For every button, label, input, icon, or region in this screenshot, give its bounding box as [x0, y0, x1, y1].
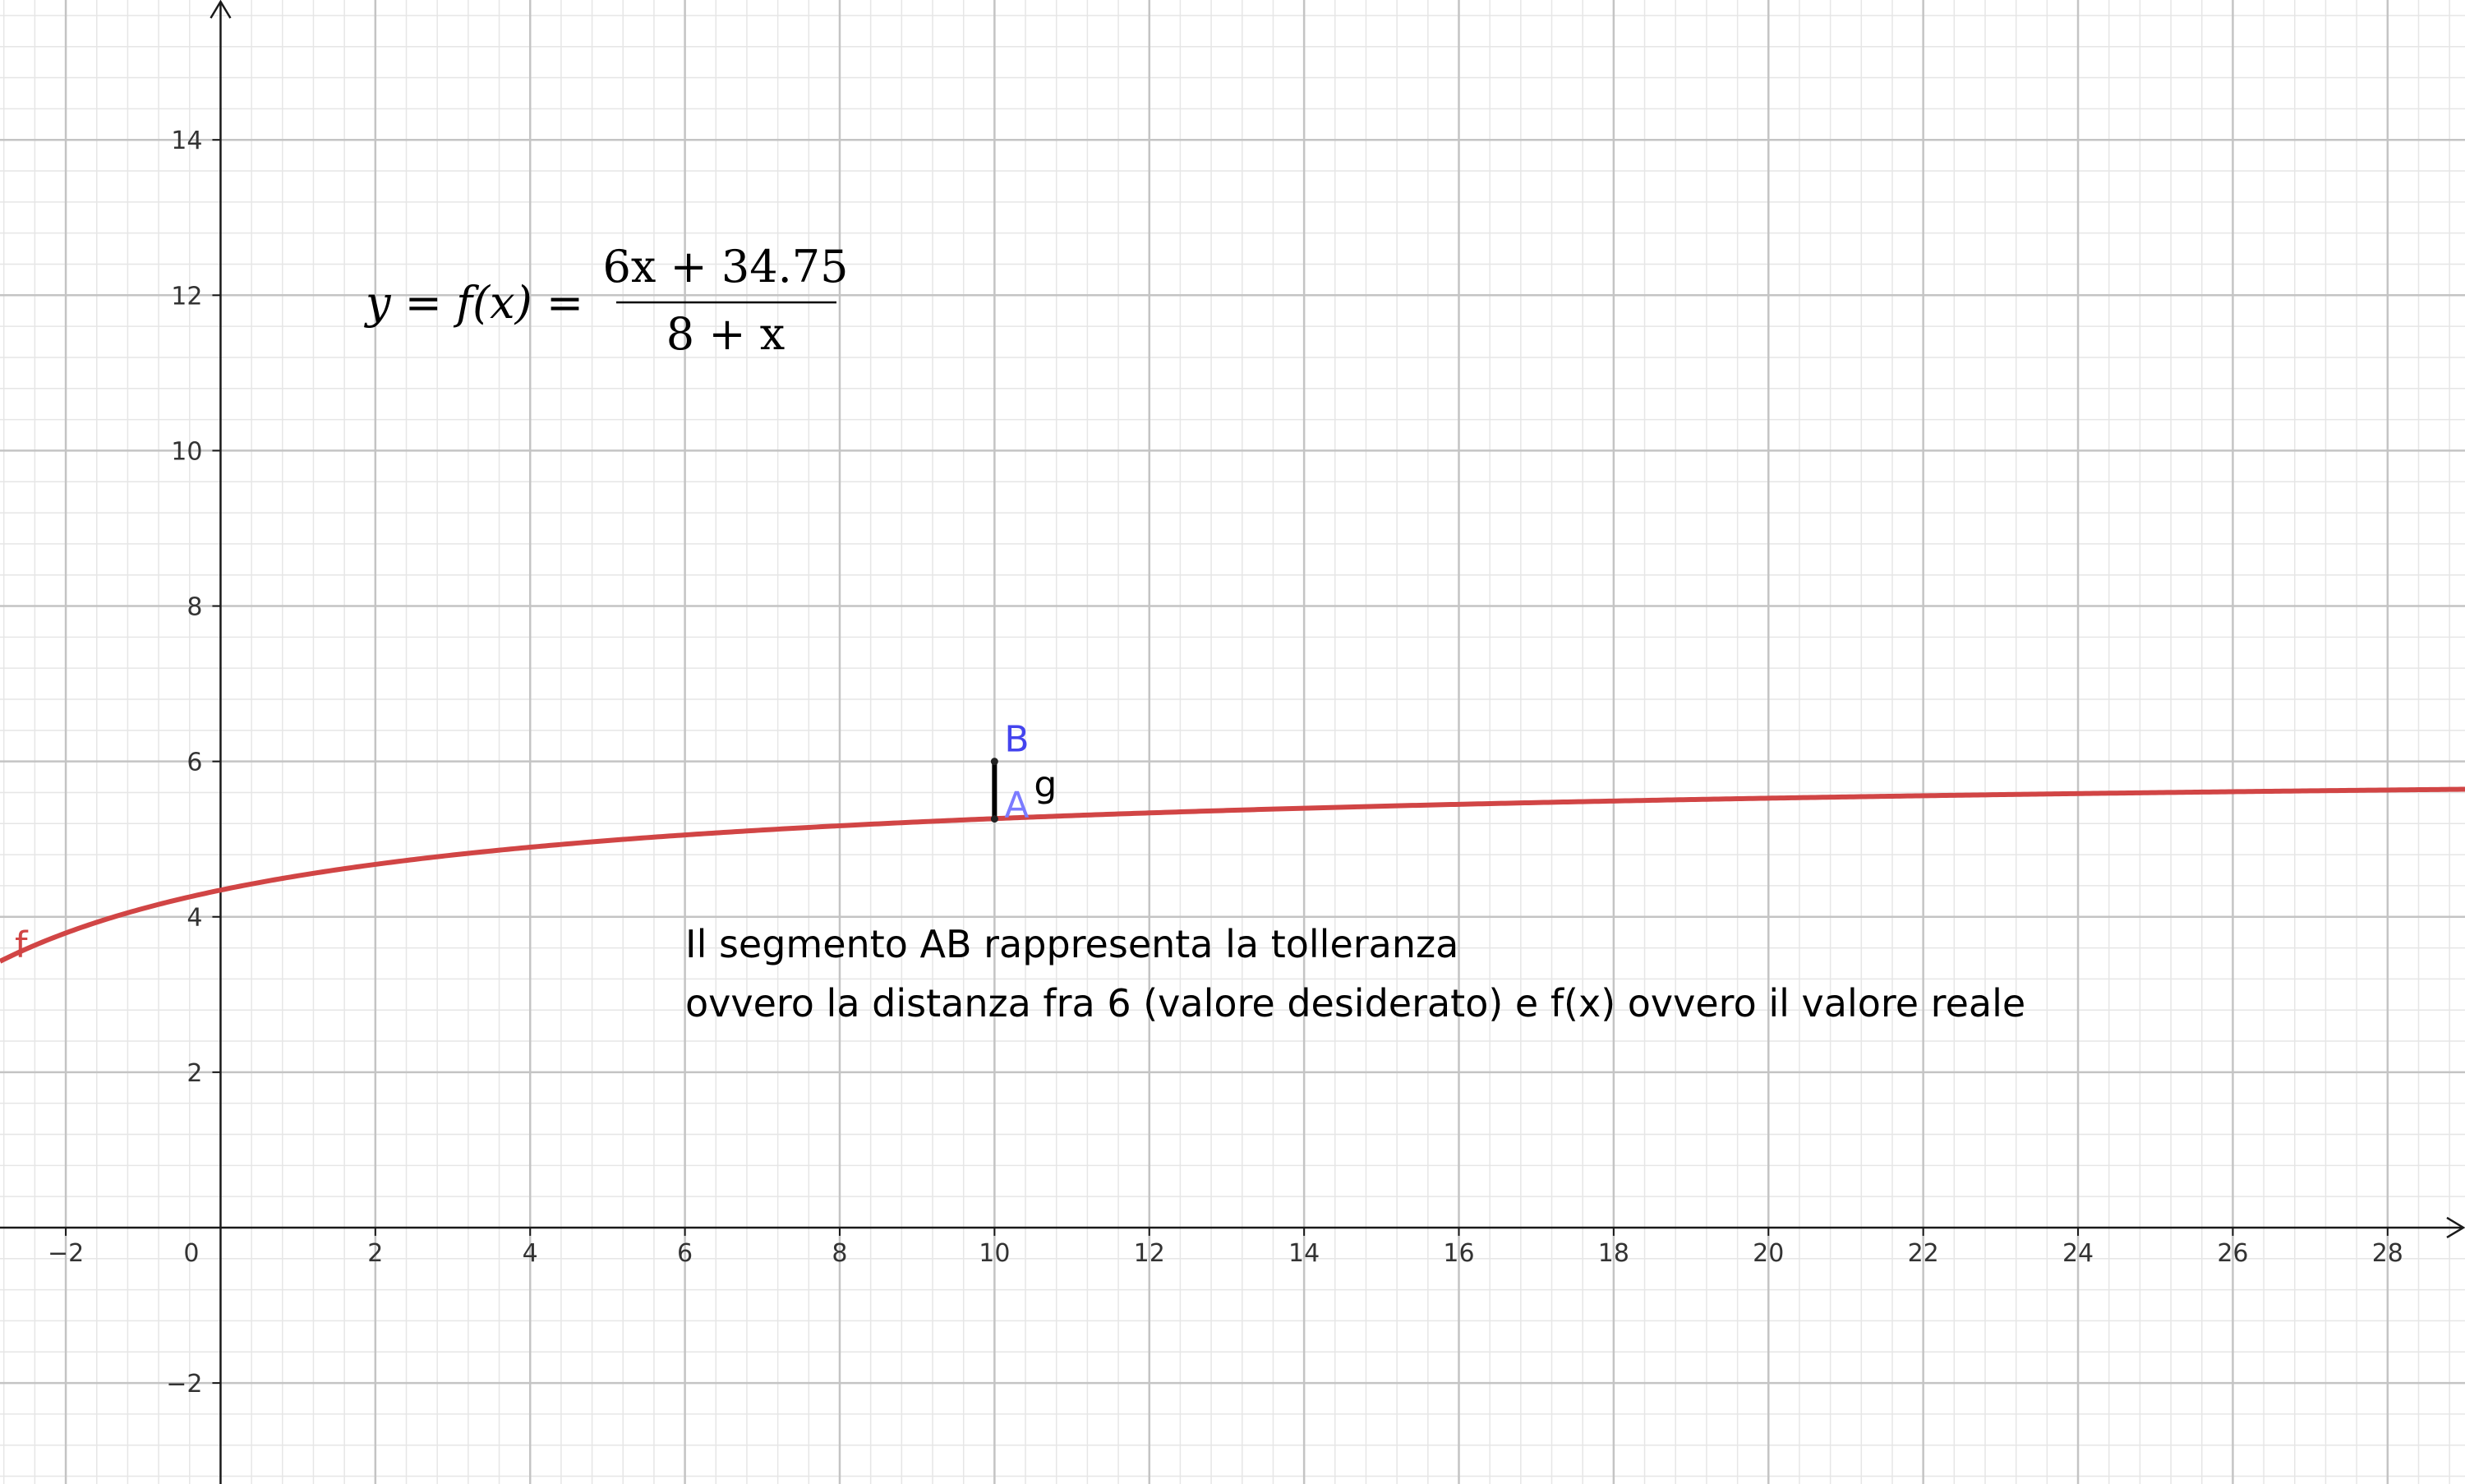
formula-lhs: y = f(x) =	[364, 277, 583, 329]
y-tick-label: 8	[187, 593, 202, 622]
y-tick-label: 14	[171, 127, 202, 155]
function-formula: y = f(x) = 6x + 34.75 8 + x	[364, 241, 848, 360]
x-tick-label: 18	[1598, 1239, 1629, 1268]
segment-label: g	[1034, 764, 1057, 806]
x-tick-label: 22	[1908, 1239, 1939, 1268]
annotation-line-1: Il segmento AB rappresenta la tolleranza	[685, 922, 1458, 966]
formula-denominator: 8 + x	[666, 308, 785, 360]
function-name-label: f	[15, 924, 29, 966]
point-b	[990, 758, 998, 766]
x-tick-label: 10	[979, 1239, 1010, 1268]
y-tick-label: 6	[187, 749, 202, 777]
point-a	[990, 815, 998, 823]
y-tick-label: 12	[171, 282, 202, 311]
annotation-line-2: ovvero la distanza fra 6 (valore desider…	[685, 981, 2025, 1025]
function-curve	[0, 786, 2465, 964]
x-tick-label: 6	[677, 1239, 693, 1268]
formula-numerator: 6x + 34.75	[603, 241, 849, 293]
x-tick-label: 4	[523, 1239, 538, 1268]
y-tick-label: −2	[166, 1370, 202, 1399]
point-a-label: A	[1004, 785, 1029, 827]
x-tick-label: 28	[2372, 1239, 2403, 1268]
origin-label: 0	[183, 1239, 199, 1268]
y-tick-label: 4	[187, 904, 202, 933]
x-tick-label: 2	[367, 1239, 383, 1268]
y-tick-label: 2	[187, 1059, 202, 1088]
x-tick-label: 8	[832, 1239, 847, 1268]
x-tick-label: 14	[1288, 1239, 1320, 1268]
x-tick-label: 16	[1443, 1239, 1474, 1268]
x-tick-label: 12	[1134, 1239, 1165, 1268]
x-axis-arrow	[2446, 1216, 2465, 1239]
x-tick-label: 24	[2062, 1239, 2094, 1268]
y-axis-arrow	[210, 0, 232, 19]
y-tick-label: 10	[171, 437, 202, 466]
x-tick-label: −2	[48, 1239, 84, 1268]
x-tick-label: 26	[2217, 1239, 2248, 1268]
x-tick-label: 20	[1753, 1239, 1784, 1268]
point-b-label: B	[1004, 719, 1029, 761]
